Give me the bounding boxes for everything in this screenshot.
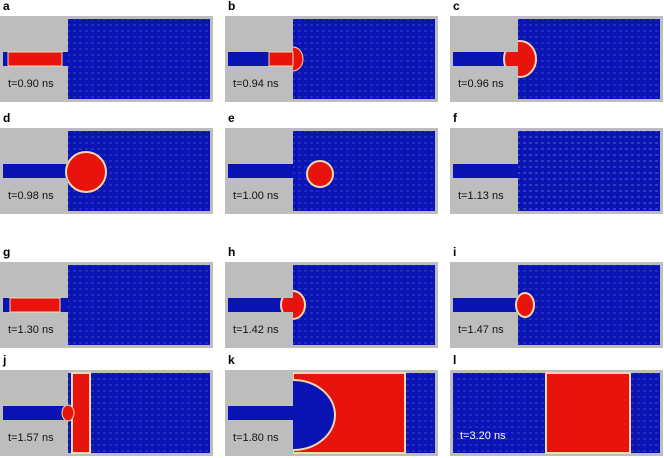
channel: [3, 164, 68, 178]
panel-label: b: [228, 0, 235, 13]
wall: [0, 370, 3, 456]
flow-field: [293, 19, 435, 99]
wall: [450, 262, 453, 348]
channel: [453, 164, 518, 178]
wall: [225, 262, 228, 348]
panel: a t=0.90 ns: [0, 0, 213, 102]
wall: [0, 420, 68, 456]
time-label: t=1.80 ns: [233, 432, 279, 444]
time-label: t=3.20 ns: [460, 430, 506, 442]
droplet: [65, 151, 107, 193]
wall: [225, 312, 293, 348]
panel-label: j: [2, 353, 6, 367]
channel: [228, 406, 293, 420]
panel: g t=1.30 ns: [0, 245, 213, 348]
panel: k t=1.80 ns: [225, 353, 438, 456]
time-label: t=0.90 ns: [8, 78, 54, 90]
panel: h t=1.42 ns: [225, 245, 438, 348]
time-label: t=1.13 ns: [458, 190, 504, 202]
panel-label: k: [228, 353, 235, 367]
wall: [225, 66, 293, 102]
channel: [228, 164, 293, 178]
flow-field: [68, 265, 210, 345]
wall: [450, 16, 518, 52]
time-label: t=0.96 ns: [458, 78, 504, 90]
time-label: t=1.47 ns: [458, 324, 504, 336]
wall: [0, 178, 68, 214]
band: [545, 372, 631, 454]
wall: [0, 312, 68, 348]
panel-label: h: [228, 245, 235, 259]
wall: [0, 128, 68, 164]
channel: [228, 298, 293, 312]
wall: [450, 128, 518, 164]
time-label: t=1.30 ns: [8, 324, 54, 336]
wall: [225, 370, 228, 456]
wall: [225, 128, 293, 164]
panel: b t=0.94 ns: [225, 0, 438, 102]
wall: [0, 16, 3, 102]
wall: [450, 178, 518, 214]
wall: [450, 128, 453, 214]
wall: [450, 66, 518, 102]
wall: [0, 16, 68, 52]
panel: f t=1.13 ns: [450, 111, 663, 214]
panel: j t=1.57 ns: [0, 353, 213, 456]
flow-field: [518, 19, 660, 99]
panel-label: g: [3, 245, 10, 259]
droplet: [515, 292, 535, 318]
wall: [0, 370, 68, 406]
wall: [0, 128, 3, 214]
panel-label: f: [453, 111, 458, 125]
panel-label: c: [453, 0, 460, 13]
panel: i t=1.47 ns: [450, 245, 663, 348]
flow-field: [518, 131, 660, 211]
time-label: t=1.57 ns: [8, 432, 54, 444]
wall: [0, 262, 68, 298]
wall: [0, 262, 3, 348]
wall: [225, 16, 228, 102]
time-label: t=0.94 ns: [233, 78, 279, 90]
panel-label: d: [3, 111, 10, 125]
channel: [453, 298, 518, 312]
wall: [225, 262, 293, 298]
panel: l t=3.20 ns: [450, 353, 663, 456]
flow-field: [68, 373, 210, 453]
panel: c t=0.96 ns: [450, 0, 663, 102]
droplet: [61, 404, 75, 422]
panel-label: e: [228, 111, 235, 125]
wall: [225, 16, 293, 52]
droplet: [268, 51, 294, 67]
wall: [450, 262, 518, 298]
flow-field: [518, 265, 660, 345]
panel: d t=0.98 ns: [0, 111, 213, 214]
panel-label: l: [453, 353, 456, 367]
time-label: t=1.00 ns: [233, 190, 279, 202]
wall: [450, 16, 453, 102]
time-label: t=0.98 ns: [8, 190, 54, 202]
band: [71, 372, 91, 454]
droplet: [306, 160, 334, 188]
time-label: t=1.42 ns: [233, 324, 279, 336]
panel-label: i: [453, 245, 456, 259]
flow-field: [68, 19, 210, 99]
wall: [225, 370, 293, 406]
wall: [225, 128, 228, 214]
channel: [3, 406, 68, 420]
wall: [225, 420, 293, 456]
wall: [0, 66, 68, 102]
flow-field: [293, 265, 435, 345]
droplet: [7, 51, 63, 67]
droplet: [9, 297, 61, 313]
panel: e t=1.00 ns: [225, 111, 438, 214]
wall: [450, 312, 518, 348]
channel: [453, 52, 518, 66]
panel-label: a: [3, 0, 10, 13]
wall: [225, 178, 293, 214]
